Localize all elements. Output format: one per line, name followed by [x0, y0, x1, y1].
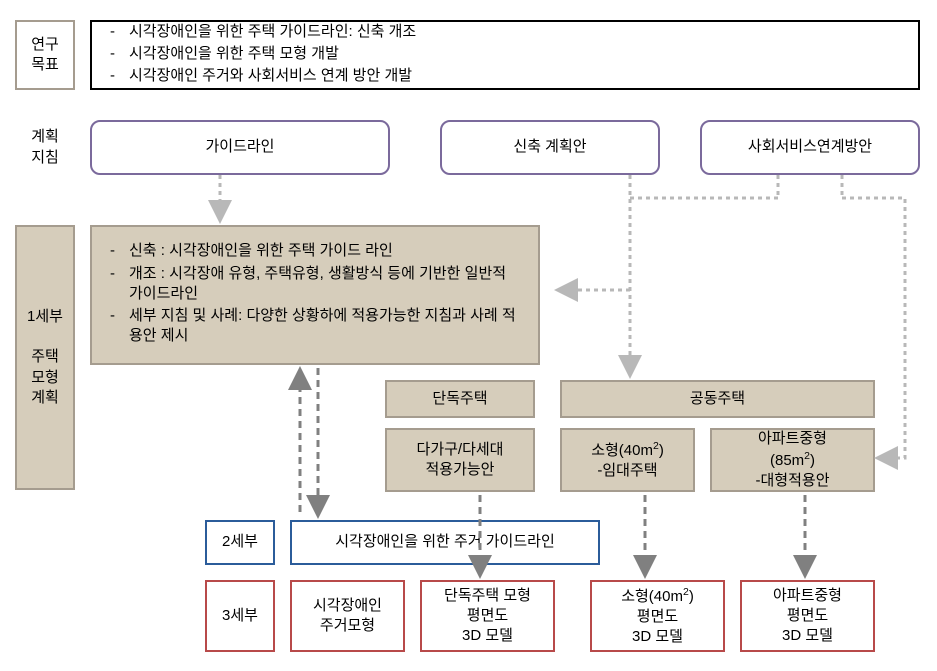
section3-label: 3세부 [205, 580, 275, 652]
section3-detached-text: 단독주택 모형평면도3D 모델 [444, 586, 531, 647]
plan-guide-label: 계획지침 [15, 120, 75, 175]
small-housing-text: 소형(40m2)-임대주택 [591, 439, 664, 482]
research-goal-list: -시각장애인을 위한 주택 가이드라인: 신축 개조 -시각장애인을 위한 주택… [100, 16, 910, 95]
research-goal-content: -시각장애인을 위한 주택 가이드라인: 신축 개조 -시각장애인을 위한 주택… [90, 20, 920, 90]
section3-small-text: 소형(40m2)평면도3D 모델 [621, 585, 694, 648]
section2-content-text: 시각장애인을 위한 주거 가이드라인 [335, 532, 555, 552]
section3-label-text: 3세부 [222, 606, 258, 626]
guideline-text: 가이드라인 [205, 137, 274, 157]
small-housing-box: 소형(40m2)-임대주택 [560, 428, 695, 492]
detached-house-box: 단독주택 [385, 380, 535, 418]
section1-detail-list: -신축 : 시각장애인을 위한 주택 가이드 라인 -개조 : 시각장애 유형,… [100, 235, 530, 354]
section3-small-box: 소형(40m2)평면도3D 모델 [590, 580, 725, 652]
section3-medium-text: 아파트중형평면도3D 모델 [773, 586, 842, 647]
plan-guide-label-text: 계획지침 [31, 127, 59, 168]
new-construction-text: 신축 계획안 [513, 137, 586, 157]
section3-medium-box: 아파트중형평면도3D 모델 [740, 580, 875, 652]
multi-family-text: 다가구/다세대적용가능안 [417, 440, 504, 481]
section3-model-box: 시각장애인주거모형 [290, 580, 405, 652]
section1-label: 1세부주택모형계획 [15, 225, 75, 490]
social-service-text: 사회서비스연계방안 [748, 137, 872, 157]
multi-family-box: 다가구/다세대적용가능안 [385, 428, 535, 492]
research-goal-label-text: 연구목표 [31, 35, 59, 76]
section1-detail: -신축 : 시각장애인을 위한 주택 가이드 라인 -개조 : 시각장애 유형,… [90, 225, 540, 365]
medium-housing-text: 아파트중형(85m2)-대형적용안 [756, 429, 830, 492]
section1-label-text: 1세부주택모형계획 [27, 307, 63, 408]
section3-model-text: 시각장애인주거모형 [313, 596, 382, 637]
section2-label: 2세부 [205, 520, 275, 565]
new-construction-box: 신축 계획안 [440, 120, 660, 175]
section2-label-text: 2세부 [222, 532, 258, 552]
research-goal-label: 연구목표 [15, 20, 75, 90]
apartment-box: 공동주택 [560, 380, 875, 418]
apartment-text: 공동주택 [690, 389, 745, 409]
section3-detached-box: 단독주택 모형평면도3D 모델 [420, 580, 555, 652]
social-service-box: 사회서비스연계방안 [700, 120, 920, 175]
detached-house-text: 단독주택 [432, 389, 487, 409]
section2-content: 시각장애인을 위한 주거 가이드라인 [290, 520, 600, 565]
guideline-box: 가이드라인 [90, 120, 390, 175]
medium-housing-box: 아파트중형(85m2)-대형적용안 [710, 428, 875, 492]
